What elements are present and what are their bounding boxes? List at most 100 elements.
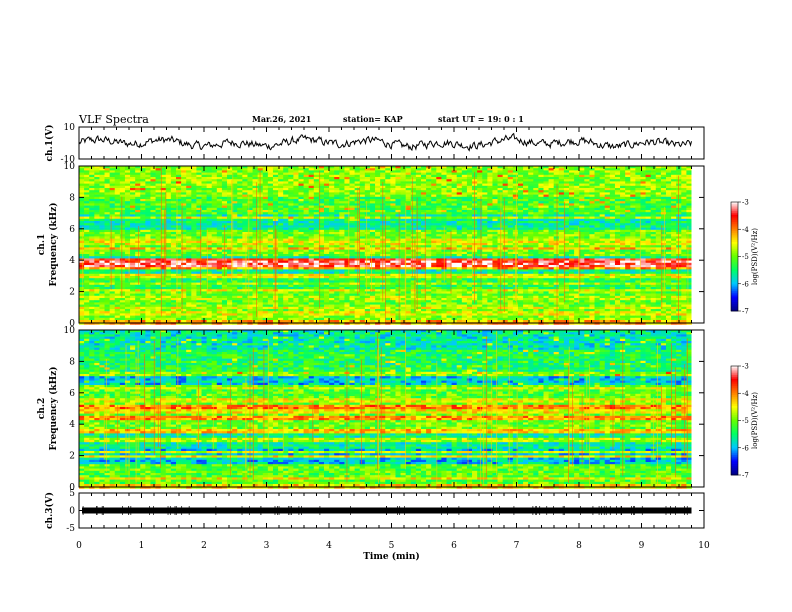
- ch1-spectrogram-cell: [482, 179, 488, 182]
- ch1-spectrogram-cell: [247, 254, 253, 257]
- ch1-spectrogram-cell: [605, 247, 611, 250]
- ch1-spectrogram-cell: [401, 219, 407, 222]
- ch1-spectrogram-cell: [605, 217, 611, 220]
- ch1-spectrogram-cell: [150, 170, 156, 173]
- ch1-spectrogram-cell: [646, 214, 652, 217]
- ch1-spectrogram-cell: [569, 252, 575, 255]
- ch1-spectrogram-cell: [528, 201, 534, 204]
- ch1-spectrogram-cell: [610, 195, 616, 198]
- ch1-spectrogram-cell: [166, 208, 172, 211]
- ch1-spectrogram-cell: [625, 232, 631, 235]
- ch1-spectrogram-cell: [559, 184, 565, 187]
- ch1-spectrogram-cell: [498, 181, 504, 184]
- ch1-spectrogram-cell: [686, 245, 692, 248]
- ch1-spectrogram-cell: [390, 234, 396, 237]
- ch1-spectrogram-cell: [569, 201, 575, 204]
- ch1-spectrogram-cell: [166, 247, 172, 250]
- ch1-spectrogram-cell: [492, 208, 498, 211]
- ch1-spectrogram-cell: [605, 239, 611, 242]
- ch1-spectrogram-cell: [543, 243, 549, 246]
- ch1-spectrogram-cell: [242, 219, 248, 222]
- ch1-spectrogram-cell: [676, 186, 682, 189]
- ch1-spectrogram-cell: [487, 184, 493, 187]
- ch1-spectrogram-cell: [283, 175, 289, 178]
- ch1-spectrogram-cell: [523, 195, 529, 198]
- ch1-spectrogram-cell: [150, 236, 156, 239]
- ch1-spectrogram-cell: [171, 190, 177, 193]
- ch1-spectrogram-cell: [595, 239, 601, 242]
- ch1-spectrogram-cell: [620, 214, 626, 217]
- ch1-spectrogram-cell: [421, 221, 427, 224]
- ch1-spectrogram-cell: [120, 230, 126, 233]
- ch1-spectrogram-cell: [646, 234, 652, 237]
- ch1-spectrogram-cell: [288, 250, 294, 253]
- ch1-spectrogram-cell: [630, 232, 636, 235]
- ch1-spectrogram-cell: [610, 243, 616, 246]
- ch1-spectrogram-cell: [477, 214, 483, 217]
- ch1-spectrogram-cell: [676, 234, 682, 237]
- ch1-spectrogram-cell: [171, 217, 177, 220]
- ch1-spectrogram-cell: [166, 184, 172, 187]
- ch1-spectrogram-cell: [462, 173, 468, 176]
- ch1-spectrogram-cell: [191, 225, 197, 228]
- ch1-spectrogram-cell: [110, 181, 116, 184]
- ch1-spectrogram-cell: [196, 188, 202, 191]
- ch1-spectrogram-cell: [171, 195, 177, 198]
- ch1-spectrogram-cell: [498, 214, 504, 217]
- ch1-spectrogram-cell: [640, 236, 646, 239]
- ch1-spectrogram-cell: [247, 168, 253, 171]
- ch1-spectrogram-cell: [94, 232, 100, 235]
- ch1-spectrogram-cell: [528, 177, 534, 180]
- ch1-spectrogram-cell: [288, 228, 294, 231]
- ch1-spectrogram-cell: [579, 221, 585, 224]
- ch1-spectrogram-cell: [105, 234, 111, 237]
- ch1-spectrogram-cell: [125, 245, 131, 248]
- ch1-spectrogram-cell: [620, 192, 626, 195]
- ch1-spectrogram-cell: [105, 232, 111, 235]
- ch1-spectrogram-cell: [554, 252, 560, 255]
- ch1-spectrogram-cell: [135, 228, 141, 231]
- ch1-spectrogram-cell: [635, 175, 641, 178]
- ch1-spectrogram-cell: [350, 206, 356, 209]
- ch1-spectrogram-cell: [656, 208, 662, 211]
- ch1-spectrogram-cell: [487, 225, 493, 228]
- ch1-spectrogram-cell: [447, 212, 453, 215]
- ch1-spectrogram-cell: [339, 225, 345, 228]
- ch1-spectrogram-cell: [304, 175, 310, 178]
- ch1-spectrogram-cell: [278, 245, 284, 248]
- ch1-spectrogram-cell: [212, 234, 218, 237]
- ch1-spectrogram-cell: [467, 201, 473, 204]
- ch1-spectrogram-cell: [140, 186, 146, 189]
- ch1-spectrogram-cell: [436, 225, 442, 228]
- ch1-spectrogram-cell: [135, 214, 141, 217]
- ch1-spectrogram-cell: [401, 210, 407, 213]
- ch1-spectrogram-cell: [666, 181, 672, 184]
- ch1-spectrogram-cell: [350, 190, 356, 193]
- ch1-spectrogram-cell: [686, 175, 692, 178]
- ch1-spectrogram-cell: [242, 210, 248, 213]
- ch1-spectrogram-cell: [620, 225, 626, 228]
- ch1-spectrogram-cell: [263, 241, 269, 244]
- ch1-spectrogram-cell: [166, 203, 172, 206]
- ch1-spectrogram-cell: [395, 247, 401, 250]
- ch1-spectrogram-cell: [447, 168, 453, 171]
- ch1-spectrogram-cell: [625, 252, 631, 255]
- ch1-spectrogram-cell: [441, 179, 447, 182]
- ch1-spectrogram-cell: [482, 247, 488, 250]
- ch1-spectrogram-cell: [457, 203, 463, 206]
- ch1-spectrogram-cell: [181, 197, 187, 200]
- ch1-spectrogram-cell: [283, 203, 289, 206]
- ch1-spectrogram-cell: [314, 195, 320, 198]
- ch1-spectrogram-cell: [406, 241, 412, 244]
- ch1-spectrogram-cell: [635, 177, 641, 180]
- ch1-spectrogram-cell: [487, 190, 493, 193]
- ch1-spectrogram-cell: [150, 179, 156, 182]
- ch1-spectrogram-cell: [436, 254, 442, 257]
- ch1-spectrogram-cell: [120, 170, 126, 173]
- ch1-spectrogram-cell: [360, 199, 366, 202]
- ch1-spectrogram-cell: [411, 230, 417, 233]
- ch1-spectrogram-cell: [375, 170, 381, 173]
- ch1-spectrogram-cell: [452, 179, 458, 182]
- ch1-spectrogram-cell: [508, 236, 514, 239]
- ch1-spectrogram-cell: [528, 232, 534, 235]
